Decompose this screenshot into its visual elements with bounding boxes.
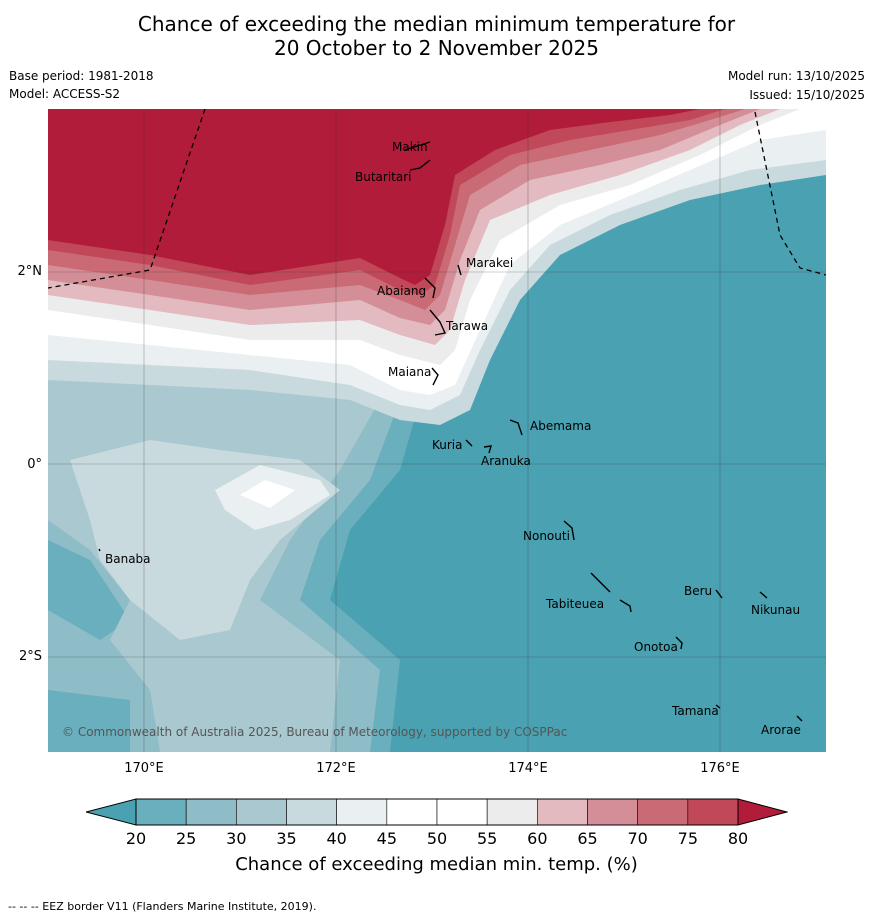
map-title: Chance of exceeding the median minimum t… (0, 12, 873, 60)
island-aranuka (483, 445, 492, 454)
label-nonouti: Nonouti (523, 529, 570, 543)
colorbar-segment (336, 798, 388, 826)
island-arorae (796, 715, 803, 722)
colorbar-tick-label: 50 (426, 829, 448, 848)
lon-tick-170: 170°E (124, 761, 164, 776)
colorbar-tick-label: 35 (276, 829, 297, 848)
model-run: Model run: 13/10/2025 (727, 69, 865, 83)
label-abaiang: Abaiang (377, 284, 426, 298)
label-marakei: Marakei (466, 256, 513, 270)
colorbar-tick-label: 80 (727, 829, 749, 848)
islands (98, 141, 803, 722)
colorbar-segment (587, 798, 638, 826)
island-abaiang (424, 277, 436, 299)
label-makin: Makin (392, 140, 428, 154)
model-name: Model: ACCESS-S2 (9, 87, 121, 101)
label-onotoa: Onotoa (634, 640, 678, 654)
colorbar (86, 798, 788, 826)
colorbar-tick-label: 25 (175, 829, 197, 848)
colorbar-tick-label: 30 (226, 829, 247, 848)
island-nikunau (759, 591, 768, 599)
colorbar-tick-label: 70 (627, 829, 648, 848)
map-svg: Makin Butaritari Marakei Abaiang Tarawa … (48, 109, 826, 752)
label-tabiteuea: Tabiteuea (545, 597, 604, 611)
island-onotoa (675, 636, 683, 650)
colorbar-tick-label: 60 (527, 829, 548, 848)
colorbar-tick-label: 20 (125, 829, 147, 848)
island-kuria (465, 439, 473, 447)
map-panel: Makin Butaritari Marakei Abaiang Tarawa … (48, 109, 826, 752)
label-butaritari: Butaritari (355, 170, 412, 184)
label-beru: Beru (684, 584, 712, 598)
label-tarawa: Tarawa (445, 319, 488, 333)
issued-date: Issued: 15/10/2025 (749, 88, 865, 102)
island-tamana (715, 704, 721, 709)
contour-80 (48, 109, 700, 285)
copyright-notice: © Commonwealth of Australia 2025, Bureau… (62, 725, 567, 739)
colorbar-segment (537, 798, 588, 826)
island-nonouti (563, 520, 575, 541)
island-marakei (457, 264, 462, 276)
label-nikunau: Nikunau (751, 603, 800, 617)
label-arorae: Arorae (761, 723, 801, 737)
island-butaritari (409, 159, 431, 171)
label-banaba: Banaba (105, 552, 151, 566)
island-abemama (509, 419, 523, 436)
colorbar-label: Chance of exceeding median min. temp. (%… (235, 854, 638, 875)
contour-50 (240, 480, 295, 508)
colorbar-segment (637, 798, 689, 826)
island-banaba (98, 548, 101, 552)
colorbar-segment (687, 798, 739, 826)
island-makin (404, 141, 431, 151)
island-maiana (431, 367, 439, 386)
colorbar-tick-label: 55 (476, 829, 498, 848)
label-kuria: Kuria (432, 438, 463, 452)
lat-tick-2n: 2°N (17, 264, 43, 279)
eez-footnote: -- -- -- EEZ border V11 (Flanders Marine… (8, 900, 317, 913)
island-tabiteuea-south (619, 599, 632, 613)
colorbar-segment (436, 798, 488, 826)
colorbar-tick-label: 45 (376, 829, 397, 848)
colorbar-tick-label: 40 (326, 829, 347, 848)
base-period: Base period: 1981-2018 (9, 69, 154, 83)
map-title-line1: Chance of exceeding the median minimum t… (137, 12, 736, 36)
label-tamana: Tamana (671, 704, 719, 718)
island-beru (715, 589, 723, 599)
colorbar-segment (236, 798, 287, 826)
lon-tick-176: 176°E (700, 761, 740, 776)
colorbar-segment (386, 798, 438, 826)
colorbar-tick-label: 75 (677, 829, 698, 848)
map-title-line2: 20 October to 2 November 2025 (273, 36, 600, 60)
lon-tick-172: 172°E (316, 761, 356, 776)
colorbar-segment (185, 798, 237, 826)
colorbar-frame (135, 798, 739, 826)
label-abemama: Abemama (530, 419, 591, 433)
lon-tick-174: 174°E (508, 761, 548, 776)
eez-border (48, 109, 826, 289)
colorbar-segments (86, 798, 788, 826)
label-aranuka: Aranuka (481, 454, 531, 468)
label-maiana: Maiana (388, 365, 431, 379)
island-tabiteuea-north (590, 572, 611, 593)
graticule (48, 109, 826, 752)
colorbar-tick-label: 65 (577, 829, 598, 848)
colorbar-segment (486, 798, 538, 826)
lat-tick-2s: 2°S (18, 649, 42, 664)
colorbar-under-arrow (86, 798, 137, 826)
colorbar-segment (135, 798, 187, 826)
colorbar-over-arrow (737, 798, 788, 826)
lat-tick-0: 0° (27, 457, 42, 472)
colorbar-segment (286, 798, 337, 826)
island-tarawa (429, 309, 447, 336)
